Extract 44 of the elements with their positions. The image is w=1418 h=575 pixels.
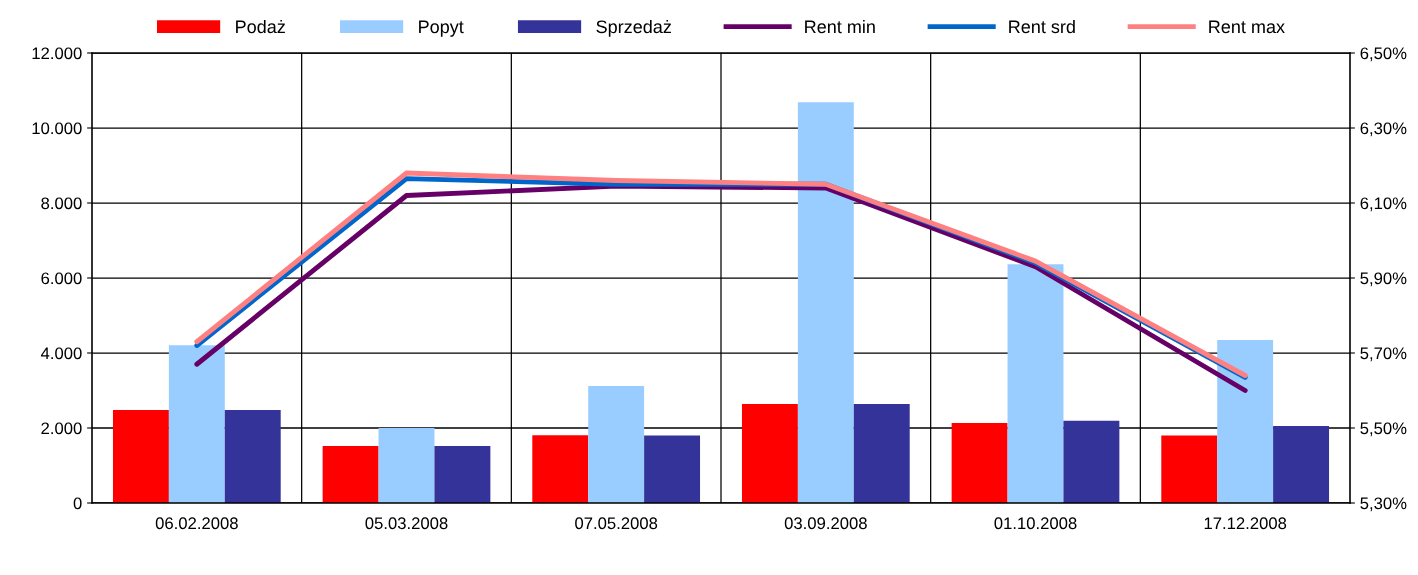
x-tick-label: 01.10.2008	[994, 517, 1077, 530]
y2-tick-label: 5,70%	[1360, 347, 1407, 362]
bar	[1217, 339, 1274, 503]
bar	[741, 404, 798, 503]
x-tick-label: 05.03.2008	[365, 517, 448, 530]
legend-label: Sprzedaż	[596, 19, 671, 37]
y-tick-label: 4.000	[40, 347, 82, 360]
bar	[378, 428, 435, 503]
bar	[224, 410, 281, 503]
bar	[434, 446, 491, 503]
x-tick-label: 17.12.2008	[1204, 517, 1287, 530]
y-tick-label: 10.000	[32, 122, 82, 135]
bar	[1161, 435, 1218, 503]
bar	[588, 386, 645, 503]
bar	[322, 446, 379, 503]
y2-tick-label: 6,30%	[1360, 122, 1407, 137]
y2-tick-label: 5,50%	[1360, 422, 1407, 437]
legend-label: Rent srd	[1009, 19, 1075, 34]
bar	[1273, 426, 1330, 503]
y2-tick-label: 5,90%	[1360, 272, 1407, 287]
bar	[1007, 264, 1064, 503]
bar	[951, 423, 1008, 503]
y-tick-label: 8.000	[41, 197, 82, 210]
legend-label: Podaż	[236, 19, 285, 34]
y-tick-label: 12.000	[32, 47, 82, 60]
legend-label: Rent min	[805, 19, 875, 34]
bar	[853, 404, 910, 503]
y-tick-label: 6.000	[41, 272, 82, 285]
x-tick-label: 06.02.2008	[155, 517, 238, 530]
bar	[112, 410, 169, 503]
y2-tick-label: 6,10%	[1360, 197, 1407, 212]
legend-label: Rent max	[1209, 20, 1285, 34]
bar	[532, 435, 589, 503]
y-tick-label: 2.000	[41, 422, 82, 435]
y-tick-label: 0	[73, 497, 82, 510]
y2-tick-label: 5,30%	[1360, 497, 1407, 512]
x-tick-label: 07.05.2008	[575, 517, 658, 530]
legend-label: Popyt	[419, 20, 464, 37]
bar	[168, 345, 225, 503]
bar	[797, 102, 854, 503]
x-tick-label: 03.09.2008	[784, 517, 867, 530]
bar	[644, 435, 701, 503]
y2-tick-label: 6,50%	[1360, 47, 1407, 62]
bar	[1063, 420, 1120, 503]
